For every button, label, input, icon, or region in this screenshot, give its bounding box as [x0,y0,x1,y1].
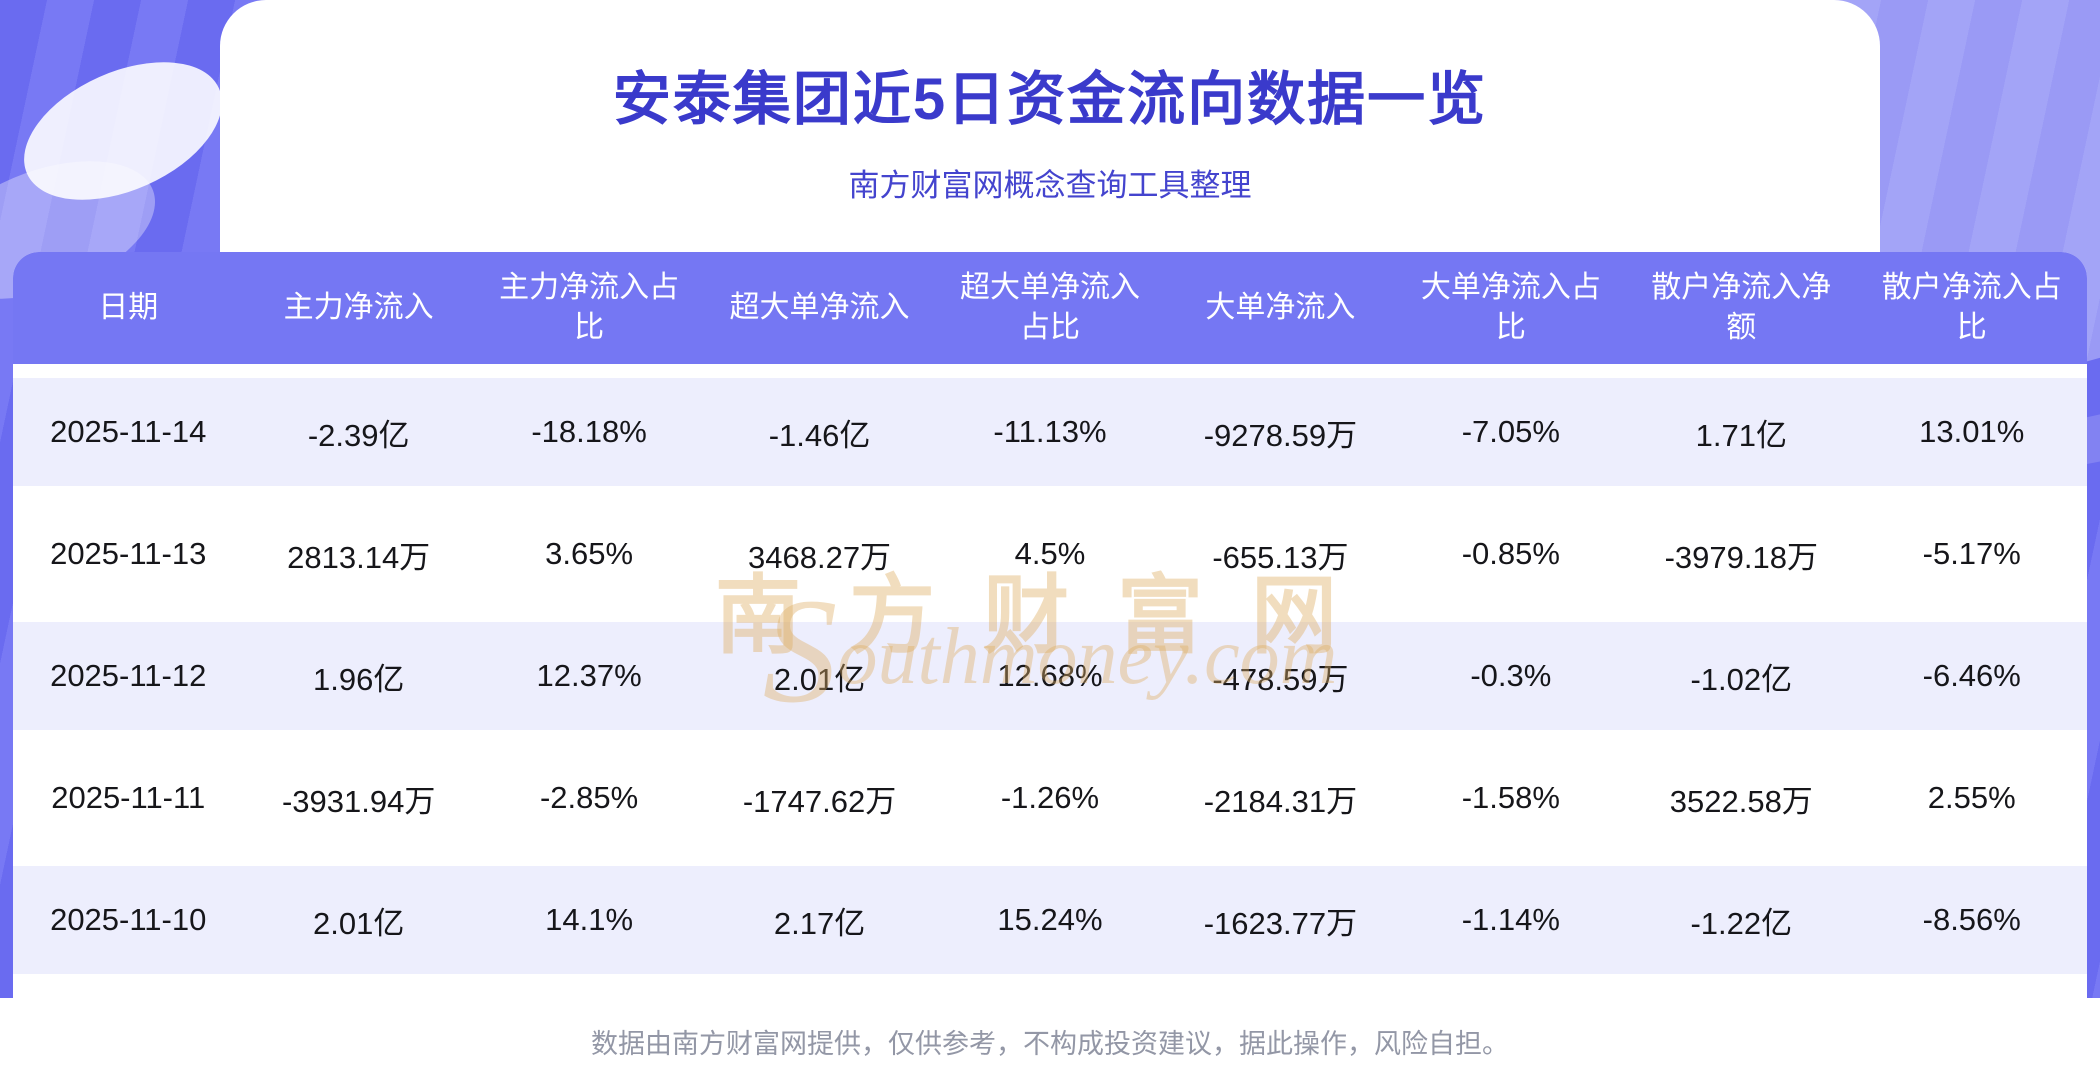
title-card: 安泰集团近5日资金流向数据一览 南方财富网概念查询工具整理 [220,0,1880,252]
value-cell: -3931.94万 [243,744,474,852]
column-header: 散户净流入占比 [1856,252,2087,364]
value-cell: -1747.62万 [704,744,935,852]
table-row: 2025-11-14 -2.39亿 -18.18% -1.46亿 -11.13% -927… [13,378,2087,486]
column-header: 大单净流入 [1165,252,1396,364]
value-cell: -7.05% [1395,378,1627,486]
table-row: 2025-11-10 2.01亿 14.1% 2.17亿 15.24% -1623.77万… [13,866,2087,974]
value-cell: 13.01% [1856,378,2087,486]
value-cell: 2.01亿 [704,622,935,730]
value-cell: -9278.59万 [1165,378,1396,486]
date-cell: 2025-11-12 [13,622,244,730]
column-header: 主力净流入 [243,252,474,364]
value-cell: -5.17% [1856,500,2087,608]
footer-disclaimer: 数据由南方财富网提供，仅供参考，不构成投资建议，据此操作，风险自担。 [591,1029,1509,1059]
table-body: 2025-11-14 -2.39亿 -18.18% -1.46亿 -11.13% -927… [13,378,2087,974]
value-cell: -1.14% [1395,866,1627,974]
value-cell: -3979.18万 [1626,500,1857,608]
value-cell: -8.56% [1856,866,2087,974]
value-cell: -0.85% [1395,500,1627,608]
column-header: 主力净流入占比 [473,252,705,364]
value-cell: 3522.58万 [1626,744,1857,852]
date-cell: 2025-11-11 [13,744,244,852]
page-subtitle: 南方财富网概念查询工具整理 [848,168,1252,203]
table-panel: 日期 主力净流入 主力净流入占比 超大单净流入 超大单净流入占比 大单净流入 大单净流入占比… [13,252,2087,998]
column-header: 散户净流入净额 [1626,252,1857,364]
value-cell: -1.46亿 [704,378,935,486]
column-header: 日期 [13,252,244,364]
value-cell: -655.13万 [1165,500,1396,608]
page-title: 安泰集团近5日资金流向数据一览 [612,67,1488,132]
value-cell: 2.01亿 [243,866,474,974]
value-cell: 4.5% [934,500,1166,608]
value-cell: -2184.31万 [1165,744,1396,852]
value-cell: 2813.14万 [243,500,474,608]
value-cell: -0.3% [1395,622,1627,730]
table-row: 2025-11-12 1.96亿 12.37% 2.01亿 12.68% -478.59万… [13,622,2087,730]
value-cell: 3468.27万 [704,500,935,608]
value-cell: 14.1% [473,866,705,974]
value-cell: -1.26% [934,744,1166,852]
column-header: 大单净流入占比 [1395,252,1627,364]
value-cell: -11.13% [934,378,1166,486]
value-cell: 1.96亿 [243,622,474,730]
table-header-row: 日期 主力净流入 主力净流入占比 超大单净流入 超大单净流入占比 大单净流入 大单净流入占比… [13,252,2087,364]
value-cell: 12.68% [934,622,1166,730]
value-cell: 2.17亿 [704,866,935,974]
column-header: 超大单净流入 [704,252,935,364]
value-cell: 15.24% [934,866,1166,974]
value-cell: -1.02亿 [1626,622,1857,730]
table-head: 日期 主力净流入 主力净流入占比 超大单净流入 超大单净流入占比 大单净流入 大单净流入占比… [13,252,2087,364]
value-cell: -1623.77万 [1165,866,1396,974]
fund-flow-table: 日期 主力净流入 主力净流入占比 超大单净流入 超大单净流入占比 大单净流入 大单净流入占比… [13,252,2087,988]
date-cell: 2025-11-14 [13,378,244,486]
date-cell: 2025-11-13 [13,500,244,608]
value-cell: -2.39亿 [243,378,474,486]
value-cell: 2.55% [1856,744,2087,852]
value-cell: -1.22亿 [1626,866,1857,974]
value-cell: 3.65% [473,500,705,608]
value-cell: -18.18% [473,378,705,486]
value-cell: -478.59万 [1165,622,1396,730]
column-header: 超大单净流入占比 [934,252,1166,364]
value-cell: -2.85% [473,744,705,852]
table-row: 2025-11-13 2813.14万 3.65% 3468.27万 4.5% -655.… [13,500,2087,608]
table-row: 2025-11-11 -3931.94万 -2.85% -1747.62万 -1.26%… [13,744,2087,852]
value-cell: -6.46% [1856,622,2087,730]
value-cell: 12.37% [473,622,705,730]
date-cell: 2025-11-10 [13,866,244,974]
value-cell: -1.58% [1395,744,1627,852]
value-cell: 1.71亿 [1626,378,1857,486]
